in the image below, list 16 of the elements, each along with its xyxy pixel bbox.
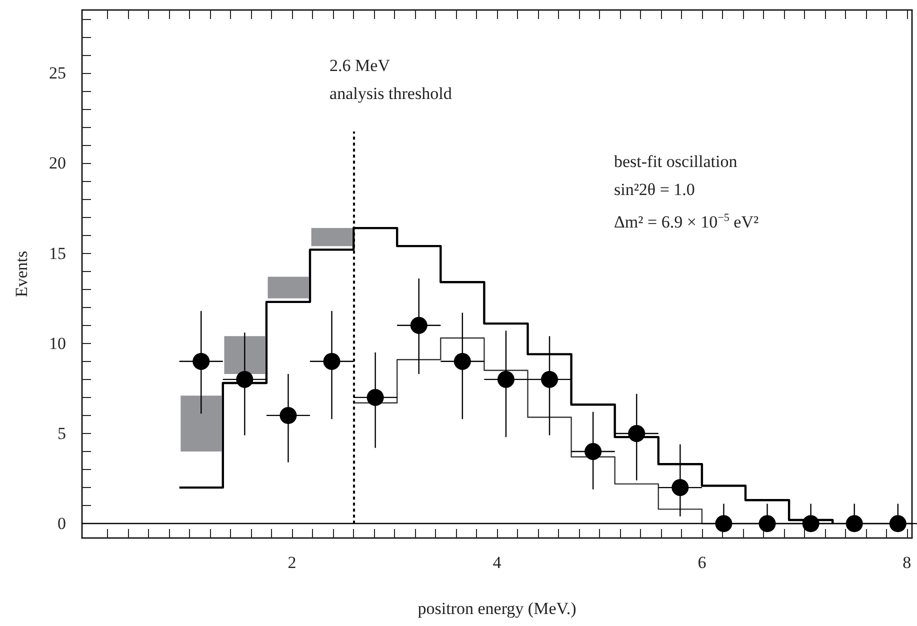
annotation: sin²2θ = 1.0 bbox=[614, 179, 696, 201]
ref-line-label: 2.6 MeV analysis threshold bbox=[330, 55, 452, 105]
y-tick-label: 20 bbox=[49, 154, 66, 173]
y-axis-title: Events bbox=[12, 250, 31, 298]
x-tick-label: 4 bbox=[492, 553, 502, 572]
y-tick-label: 5 bbox=[58, 424, 66, 443]
y-tick-label: 10 bbox=[49, 334, 66, 353]
x-tick-label: 2 bbox=[288, 553, 296, 572]
y-tick-label: 15 bbox=[49, 244, 66, 263]
annotation: Δm² = 6.9 × 10$^{−5}$ eV² bbox=[614, 211, 759, 234]
x-axis-title: positron energy (MeV.) bbox=[418, 599, 576, 618]
y-tick-label: 25 bbox=[49, 64, 66, 83]
x-tick-label: 8 bbox=[902, 553, 912, 572]
y-tick-label: 0 bbox=[58, 514, 66, 534]
x-tick-label: 6 bbox=[698, 553, 706, 572]
annotation: best-fit oscillation bbox=[614, 151, 738, 173]
